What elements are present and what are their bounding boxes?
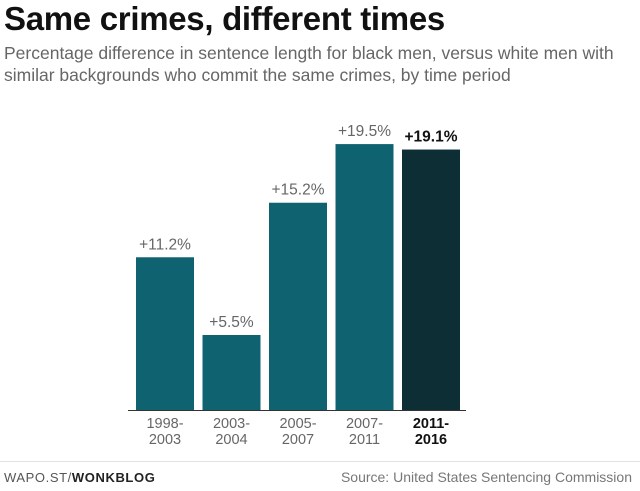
- data-label-2003-2004: +5.5%: [209, 314, 254, 331]
- footer-site-name: WONKBLOG: [71, 470, 156, 485]
- footer-credit: WAPO.ST/WONKBLOG: [4, 470, 155, 485]
- data-label-2011-2016: +19.1%: [404, 129, 457, 146]
- footer-source: Source: United States Sentencing Commiss…: [340, 469, 632, 485]
- x-tick-label-2005-2007: 2005-2007: [279, 416, 316, 448]
- chart-subtitle: Percentage difference in sentence length…: [4, 43, 614, 85]
- footer-divider: [0, 461, 640, 462]
- x-tick-label-1998-2003: 1998-2003: [146, 416, 183, 448]
- footer-site-prefix: WAPO.ST/: [4, 470, 72, 485]
- bar-2003-2004: [202, 335, 261, 410]
- bar-2011-2016: [402, 149, 460, 410]
- data-label-2005-2007: +15.2%: [271, 182, 324, 199]
- data-label-2007-2011: +19.5%: [338, 123, 391, 140]
- x-tick-label-2003-2004: 2003-2004: [213, 416, 250, 448]
- bar-2005-2007: [269, 202, 327, 410]
- x-tick-label-2007-2011: 2007-2011: [346, 416, 383, 448]
- x-tick-label-2011-2016: 2011-2016: [413, 416, 449, 448]
- data-label-1998-2003: +11.2%: [139, 236, 191, 253]
- bar-2007-2011: [335, 144, 394, 410]
- bar-1998-2003: [136, 257, 194, 410]
- chart-title: Same crimes, different times: [4, 0, 445, 37]
